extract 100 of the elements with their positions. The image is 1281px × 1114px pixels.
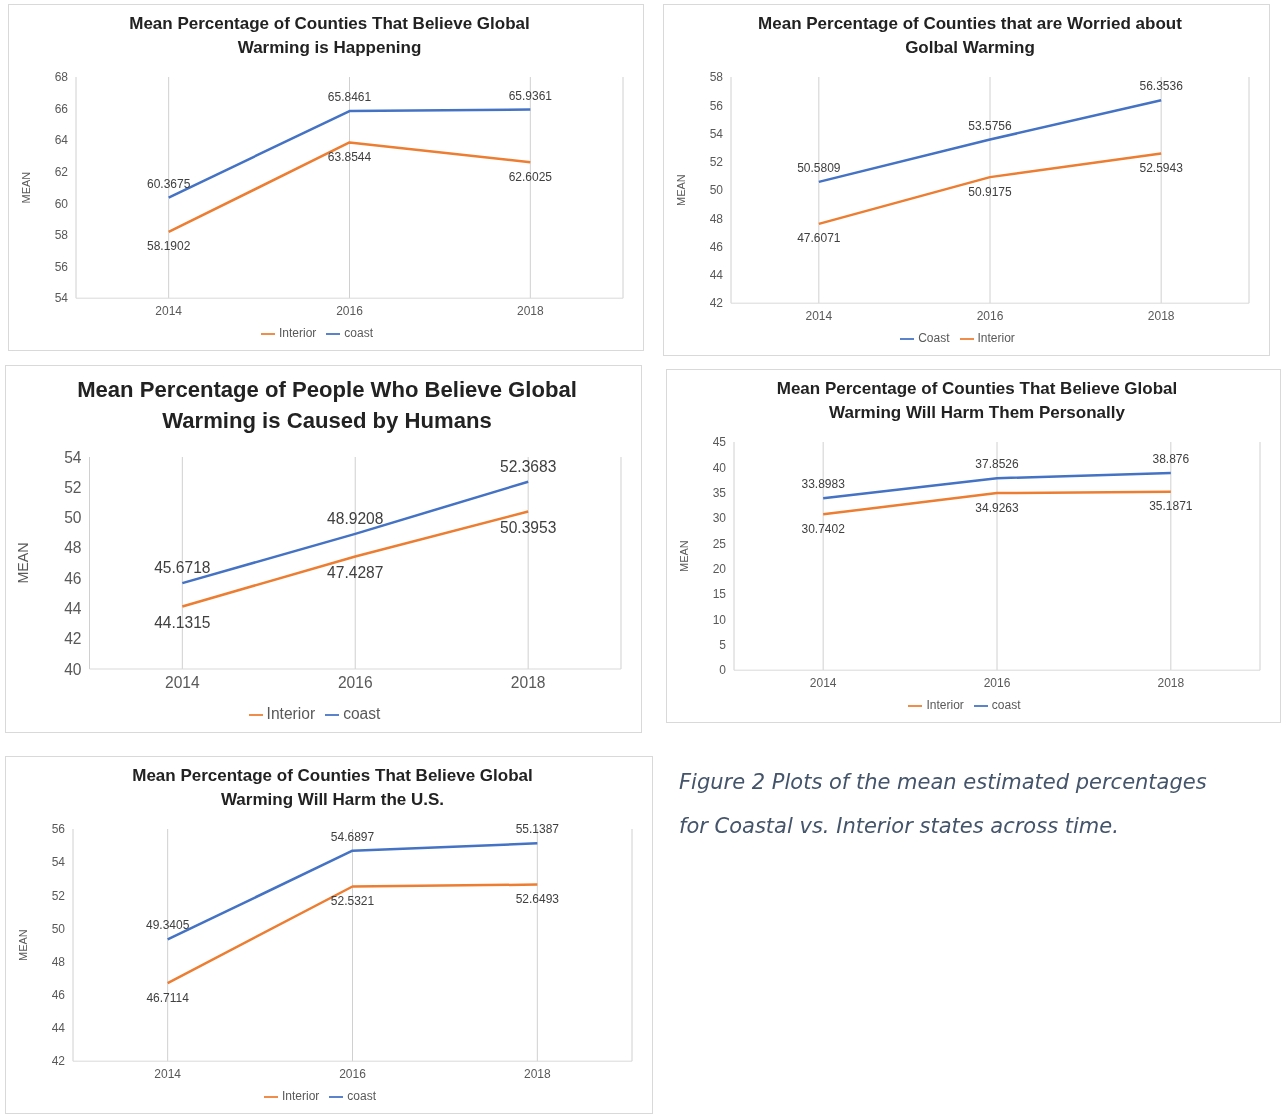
- y-tick-label: 42: [64, 629, 82, 647]
- y-tick-label: 60: [54, 196, 69, 211]
- data-label: 52.5943: [1139, 160, 1184, 175]
- legend-label: Interior: [281, 1089, 320, 1104]
- chart-title: Mean Percentage of Counties That Believe Global Warming is Happening: [128, 13, 531, 59]
- data-label: 52.6493: [515, 892, 560, 907]
- y-tick-label: 30: [712, 511, 727, 526]
- y-tick-label: 46: [709, 239, 724, 254]
- data-label: 47.4287: [327, 563, 384, 581]
- data-label: 35.1871: [1149, 499, 1193, 514]
- data-label: 55.1387: [515, 822, 560, 837]
- data-label: 53.5756: [968, 118, 1013, 133]
- y-tick-label: 56: [709, 98, 724, 113]
- y-axis-title: MEAN: [674, 174, 687, 206]
- y-tick-label: 52: [709, 155, 724, 170]
- x-tick-label: 2014: [165, 673, 200, 691]
- y-tick-label: 66: [54, 101, 69, 116]
- y-tick-label: 40: [712, 460, 727, 475]
- data-label: 52.3683: [500, 457, 557, 475]
- y-tick-label: 54: [54, 291, 69, 306]
- y-tick-label: 15: [712, 587, 727, 602]
- y-tick-label: 25: [712, 536, 727, 551]
- legend-label: Coast: [918, 331, 950, 346]
- data-label: 62.6025: [508, 169, 553, 184]
- x-tick-label: 2018: [1147, 308, 1175, 323]
- legend-label: coast: [344, 326, 374, 341]
- y-tick-label: 56: [54, 259, 69, 274]
- y-tick-label: 44: [709, 268, 724, 283]
- data-label: 49.3405: [145, 918, 190, 933]
- y-tick-label: 44: [51, 1021, 66, 1036]
- y-tick-label: 5: [719, 638, 727, 653]
- data-label: 65.9361: [508, 88, 553, 103]
- x-tick-label: 2016: [976, 308, 1004, 323]
- y-tick-label: 64: [54, 133, 69, 148]
- y-tick-label: 42: [51, 1054, 66, 1069]
- y-tick-label: 54: [51, 855, 66, 870]
- y-axis-title: MEAN: [16, 929, 29, 961]
- data-label: 48.9208: [327, 509, 384, 527]
- data-label: 63.8544: [327, 150, 372, 165]
- x-tick-label: 2014: [805, 308, 833, 323]
- y-tick-label: 45: [712, 435, 727, 450]
- legend-label: coast: [347, 1089, 377, 1104]
- chart-title: Mean Percentage of Counties that are Worried about Golbal Warming: [757, 13, 1183, 59]
- y-tick-label: 0: [719, 663, 727, 678]
- data-label: 34.9263: [975, 500, 1020, 515]
- data-label: 65.8461: [327, 90, 372, 105]
- data-label: 50.5809: [797, 160, 841, 175]
- data-label: 44.1315: [154, 613, 211, 631]
- chart-title: Mean Percentage of People Who Believe Global Warming is Caused by Humans: [77, 376, 577, 436]
- data-label: 56.3536: [1139, 79, 1184, 94]
- y-tick-label: 48: [51, 954, 66, 969]
- y-tick-label: 58: [54, 228, 69, 243]
- x-tick-label: 2014: [809, 675, 837, 690]
- y-tick-label: 42: [709, 296, 724, 311]
- y-tick-label: 10: [712, 612, 727, 627]
- y-tick-label: 44: [64, 599, 82, 617]
- y-axis-title: MEAN: [677, 540, 690, 572]
- caption: Figure 2 Plots of the mean estimated percentages for Coastal vs. Interior states across time.: [679, 769, 1208, 841]
- data-label: 50.9175: [968, 184, 1013, 199]
- data-label: 38.876: [1152, 452, 1190, 467]
- x-tick-label: 2016: [337, 673, 373, 691]
- x-tick-label: 2018: [1157, 675, 1185, 690]
- data-label: 33.8983: [801, 477, 846, 492]
- y-tick-label: 46: [51, 988, 66, 1003]
- y-tick-label: 58: [709, 70, 724, 85]
- legend-label: Interior: [977, 331, 1015, 346]
- y-tick-label: 46: [64, 569, 82, 587]
- y-tick-label: 54: [64, 448, 82, 466]
- x-tick-label: 2016: [339, 1066, 367, 1081]
- y-tick-label: 68: [54, 70, 69, 85]
- y-tick-label: 62: [54, 165, 69, 180]
- y-tick-label: 54: [709, 126, 724, 141]
- y-tick-label: 48: [709, 211, 724, 226]
- data-label: 46.7114: [146, 990, 190, 1005]
- data-label: 60.3675: [146, 176, 191, 191]
- y-tick-label: 50: [709, 183, 724, 198]
- y-tick-label: 52: [51, 888, 66, 903]
- data-label: 47.6071: [797, 231, 841, 246]
- y-tick-label: 48: [64, 538, 82, 556]
- data-label: 30.7402: [801, 521, 846, 536]
- x-tick-label: 2014: [155, 303, 183, 318]
- y-axis-title: MEAN: [19, 171, 32, 204]
- x-tick-label: 2014: [154, 1066, 182, 1081]
- legend-label: Interior: [926, 698, 964, 713]
- x-tick-label: 2016: [983, 675, 1011, 690]
- y-tick-label: 50: [64, 508, 82, 526]
- legend-label: coast: [343, 704, 381, 722]
- legend-label: coast: [991, 698, 1021, 713]
- y-tick-label: 35: [712, 485, 727, 500]
- data-label: 37.8526: [975, 457, 1020, 472]
- legend-label: Interior: [278, 326, 317, 341]
- x-tick-label: 2016: [336, 303, 364, 318]
- data-label: 58.1902: [146, 239, 191, 254]
- x-tick-label: 2018: [523, 1066, 551, 1081]
- x-tick-label: 2018: [516, 303, 544, 318]
- x-tick-label: 2018: [510, 673, 546, 691]
- data-label: 45.6718: [154, 558, 211, 576]
- chart-title: Mean Percentage of Counties That Believe Global Warming Will Harm the U.S.: [131, 765, 534, 811]
- y-tick-label: 52: [64, 478, 82, 496]
- y-tick-label: 50: [51, 921, 66, 936]
